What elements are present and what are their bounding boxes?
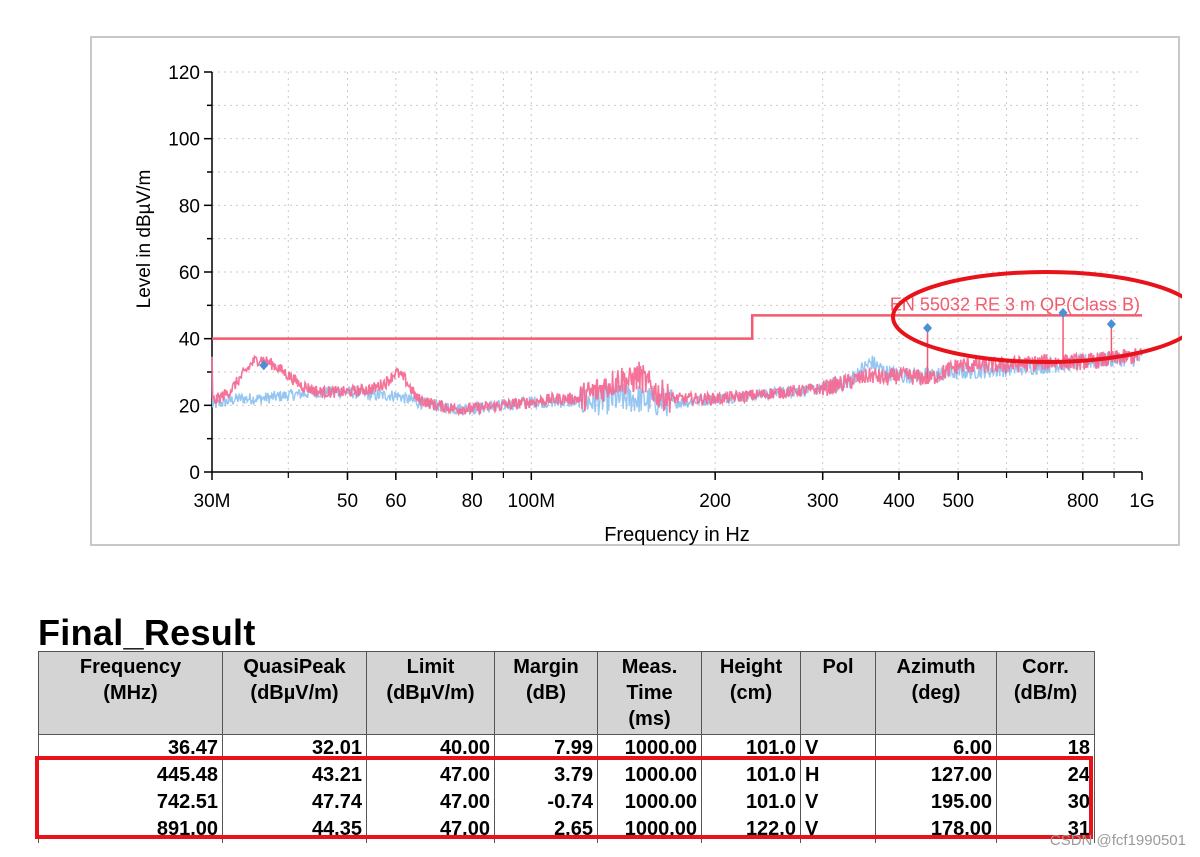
cell-pol: V <box>800 734 876 762</box>
table-row: 445.48 43.21 47.00 3.79 1000.00 101.0 H 127.00 2… <box>38 762 1095 789</box>
peak-marker <box>1058 307 1068 318</box>
y-tick-label: 80 <box>179 196 200 217</box>
cell-limit: 47.00 <box>366 789 495 816</box>
header-height: Height (cm) <box>701 651 801 735</box>
cell-quasipeak: 43.21 <box>222 762 367 789</box>
header-corr: Corr. (dB/m) <box>996 651 1095 735</box>
cell-height: 101.0 <box>701 734 801 762</box>
peak-marker <box>259 360 269 371</box>
peak-marker <box>923 322 933 333</box>
x-tick-label: 200 <box>699 491 731 512</box>
cell-frequency: 36.47 <box>38 734 223 762</box>
cell-pol: H <box>800 762 876 789</box>
cell-azimuth: 127.00 <box>875 762 997 789</box>
cell-corr: 30 <box>996 789 1095 816</box>
y-axis-label: Level in dBµV/m <box>134 170 155 309</box>
cell-margin: -0.74 <box>494 789 598 816</box>
cell-height: 101.0 <box>701 762 801 789</box>
cell-corr: 18 <box>996 734 1095 762</box>
cell-height: 101.0 <box>701 789 801 816</box>
y-tick-label: 20 <box>179 396 200 417</box>
x-tick-label: 100M <box>508 491 556 512</box>
x-tick-label: 80 <box>462 491 483 512</box>
x-tick-label: 50 <box>337 491 358 512</box>
cell-azimuth: 195.00 <box>875 789 997 816</box>
x-axis-label: Frequency in Hz <box>604 524 750 546</box>
emi-chart: 0 20 40 60 80 100 120 30M 50 60 80 100M 200 300 400 500… <box>134 63 1182 546</box>
x-tick-label: 60 <box>385 491 406 512</box>
x-tick-label: 800 <box>1067 491 1099 512</box>
cell-meas-time: 1000.00 <box>597 734 702 762</box>
x-tick-label: 30M <box>194 491 231 512</box>
highlight-ellipse <box>891 270 1182 364</box>
cell-frequency: 742.51 <box>38 789 223 816</box>
table-header-row: Frequency (MHz) QuasiPeak (dBµV/m) Limit… <box>38 651 1095 735</box>
table-row: 891.00 44.35 47.00 2.65 1000.00 122.0 V 178.00 3… <box>38 816 1095 843</box>
cell-margin: 3.79 <box>494 762 598 789</box>
cell-meas-time: 1000.00 <box>597 816 702 843</box>
cell-meas-time: 1000.00 <box>597 789 702 816</box>
header-pol: Pol <box>800 651 876 735</box>
y-tick-label: 60 <box>179 263 200 284</box>
cell-azimuth: 178.00 <box>875 816 997 843</box>
x-tick-label: 1G <box>1129 491 1154 512</box>
cell-meas-time: 1000.00 <box>597 762 702 789</box>
header-quasipeak: QuasiPeak (dBµV/m) <box>222 651 367 735</box>
final-result-table: Frequency (MHz) QuasiPeak (dBµV/m) Limit… <box>38 651 1095 843</box>
chart-frame: 0 20 40 60 80 100 120 30M 50 60 80 100M 200 300 400 500… <box>90 36 1182 546</box>
x-tick-label: 500 <box>942 491 974 512</box>
x-tick-label: 300 <box>807 491 839 512</box>
limit-line <box>212 314 1142 340</box>
table-row: 742.51 47.74 47.00 -0.74 1000.00 101.0 V 195.00… <box>38 789 1095 816</box>
header-meas-time: Meas. Time (ms) <box>597 651 702 735</box>
cell-quasipeak: 44.35 <box>222 816 367 843</box>
cell-pol: V <box>800 816 876 843</box>
y-tick-label: 100 <box>168 130 200 151</box>
y-tick-label: 120 <box>168 63 200 84</box>
watermark: CSDN @fcf1990501 <box>1049 832 1186 849</box>
cell-margin: 7.99 <box>494 734 598 762</box>
cell-limit: 47.00 <box>366 816 495 843</box>
header-margin: Margin (dB) <box>494 651 598 735</box>
table-row: 36.47 32.01 40.00 7.99 1000.00 101.0 V 6.00 18 <box>38 734 1095 762</box>
limit-line-label: EN 55032 RE 3 m QP(Class B) <box>890 294 1140 314</box>
cell-quasipeak: 47.74 <box>222 789 367 816</box>
header-limit: Limit (dBµV/m) <box>366 651 495 735</box>
x-tick-label: 400 <box>883 491 915 512</box>
peak-marker <box>1106 319 1116 330</box>
cell-azimuth: 6.00 <box>875 734 997 762</box>
series-line-2 <box>211 348 1143 417</box>
cell-margin: 2.65 <box>494 816 598 843</box>
cell-corr: 24 <box>996 762 1095 789</box>
final-result-title: Final_Result <box>38 612 256 653</box>
cell-limit: 40.00 <box>366 734 495 762</box>
cell-frequency: 891.00 <box>38 816 223 843</box>
header-azimuth: Azimuth (deg) <box>875 651 997 735</box>
y-tick-label: 0 <box>189 463 200 484</box>
cell-pol: V <box>800 789 876 816</box>
header-frequency: Frequency (MHz) <box>38 651 223 735</box>
cell-limit: 47.00 <box>366 762 495 789</box>
y-tick-label: 40 <box>179 330 200 351</box>
cell-frequency: 445.48 <box>38 762 223 789</box>
cell-quasipeak: 32.01 <box>222 734 367 762</box>
cell-height: 122.0 <box>701 816 801 843</box>
